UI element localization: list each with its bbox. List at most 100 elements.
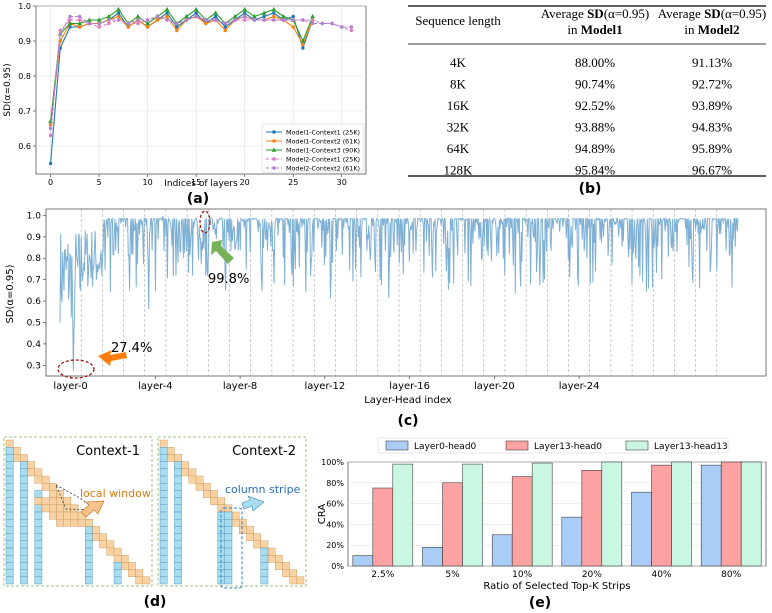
stripe-cell xyxy=(5,483,14,491)
local-window-cell xyxy=(49,497,57,506)
table-cell: 8K xyxy=(450,77,467,92)
stripe-cell xyxy=(224,526,233,534)
diagonal-cell xyxy=(246,526,254,534)
panel-c-frame xyxy=(45,208,767,377)
panel-a-grid xyxy=(36,5,366,174)
stripe-cell xyxy=(34,511,43,520)
stripe-cell xyxy=(159,461,168,470)
diagonal-cell xyxy=(188,468,197,477)
local-window-cell xyxy=(41,497,50,506)
min-value-highlight-ellipse xyxy=(57,359,95,379)
stripe-cell xyxy=(224,533,233,541)
diagonal-cell xyxy=(113,547,122,556)
stripe-cell xyxy=(20,504,28,513)
panel-a-x-axis-label: Indices of layers xyxy=(164,179,238,189)
data-point xyxy=(184,18,189,22)
bar xyxy=(700,464,722,567)
stripe-cell xyxy=(174,475,182,484)
data-point xyxy=(310,13,316,19)
data-point xyxy=(204,21,208,26)
legend-swatch xyxy=(385,440,409,451)
context-2-title: Context-2 xyxy=(232,444,296,459)
stripe-cell xyxy=(224,540,233,549)
data-point xyxy=(213,10,218,15)
local-window-cell xyxy=(63,519,71,527)
stripe-cell xyxy=(5,475,14,484)
stripe-cell xyxy=(260,562,269,570)
data-point xyxy=(291,18,295,22)
stripe-cell xyxy=(20,547,28,556)
x-tick-label: 10 xyxy=(143,178,153,187)
local-window-cell xyxy=(34,497,43,506)
diagonal-cell xyxy=(12,447,21,455)
panel-d-diagram: Context-1 Context-2 local window column … xyxy=(3,436,307,610)
stripe-cell xyxy=(174,533,182,541)
panel-e-caption: (e) xyxy=(529,595,551,611)
data-point xyxy=(204,18,208,22)
stripe-cell xyxy=(20,533,28,541)
data-point xyxy=(291,14,295,19)
bar xyxy=(720,461,742,567)
stripe-cell xyxy=(159,562,168,570)
panel-c-y-axis-label: SD(α=0.95) xyxy=(5,264,16,323)
data-point xyxy=(281,13,286,19)
x-tick-label: layer-0 xyxy=(53,381,87,392)
stripe-cell xyxy=(20,490,28,498)
stripe-cell xyxy=(20,569,28,577)
x-tick-label: 5% xyxy=(445,570,460,580)
table-cell: 91.13% xyxy=(692,55,732,70)
stripe-cell xyxy=(159,533,168,541)
diagonal-cell xyxy=(188,475,197,484)
stripe-cell xyxy=(260,569,269,577)
data-point xyxy=(340,25,344,29)
data-point xyxy=(175,25,179,29)
data-point xyxy=(251,13,257,19)
stripe-cell xyxy=(84,526,93,534)
stripe-cell xyxy=(34,540,43,549)
bar xyxy=(581,470,603,567)
legend-marker xyxy=(272,139,276,143)
data-point xyxy=(271,6,277,12)
diagonal-cell xyxy=(49,490,57,498)
stripe-cell xyxy=(174,540,182,549)
diagonal-cell xyxy=(27,461,36,470)
bar xyxy=(442,482,463,567)
legend-swatch xyxy=(505,440,529,451)
y-tick-label: 0.9 xyxy=(27,233,42,243)
local-window-cell xyxy=(56,519,64,527)
stripe-cell xyxy=(159,454,168,462)
data-point xyxy=(310,18,315,22)
table-cell: 4K xyxy=(450,55,467,70)
table-cell: 128K xyxy=(444,163,474,178)
context-1-title: Context-1 xyxy=(76,444,140,459)
local-window-cell xyxy=(56,504,64,513)
y-tick-label: 0.6 xyxy=(27,297,42,307)
legend-label: Model1-Context1 (25K) xyxy=(286,129,360,137)
y-tick-label: 40% xyxy=(326,520,344,529)
stripe-cell xyxy=(20,511,28,520)
attention-grid-cells xyxy=(5,439,305,585)
stripe-cell xyxy=(159,475,168,484)
y-tick-label: 1.0 xyxy=(27,211,42,221)
local-window-cell xyxy=(49,511,57,520)
y-tick-label: 0.6 xyxy=(18,142,31,151)
x-tick-label: layer-4 xyxy=(138,381,172,392)
stripe-cell xyxy=(34,569,43,577)
stripe-cell xyxy=(159,511,168,520)
diagonal-cell xyxy=(253,533,262,541)
data-point xyxy=(262,18,266,22)
max-value-highlight-ellipse xyxy=(199,210,211,234)
data-point xyxy=(77,20,83,26)
panel-d-caption: (d) xyxy=(144,594,167,610)
table-cell: 93.88% xyxy=(575,120,615,135)
stripe-cell xyxy=(5,569,14,577)
diagonal-cell xyxy=(128,569,136,577)
bar xyxy=(601,461,623,567)
bar xyxy=(392,463,414,567)
stripe-cell xyxy=(174,504,182,513)
diagonal-cell xyxy=(181,461,190,470)
diagonal-cell xyxy=(135,576,144,585)
x-tick-label: layer-20 xyxy=(474,381,515,392)
local-window-cell xyxy=(41,504,50,513)
x-tick-label: 5 xyxy=(97,178,102,187)
